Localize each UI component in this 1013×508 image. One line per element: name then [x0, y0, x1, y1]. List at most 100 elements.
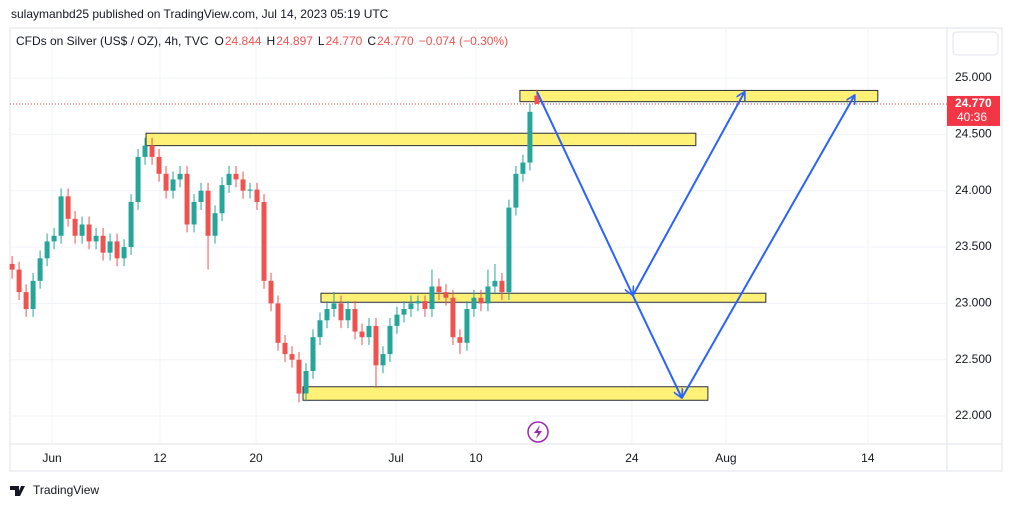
- zone: [519, 89, 879, 103]
- legend: CFDs on Silver (US$ / OZ), 4h, TVC O 24.8…: [16, 34, 508, 48]
- x-tick-label: 20: [249, 451, 263, 465]
- candle-body: [9, 263, 15, 270]
- x-tick-label: 10: [469, 451, 483, 465]
- candle-body: [366, 325, 372, 338]
- arrow-segment: [631, 92, 746, 296]
- candle-body: [422, 301, 428, 310]
- candle-body: [373, 325, 379, 366]
- candle-body: [471, 297, 477, 310]
- y-tick-label: 22.500: [955, 352, 992, 366]
- candle-body: [282, 342, 288, 355]
- arrow-segment: [631, 295, 682, 398]
- ohlc-change: −0.074 (−0.30%): [419, 34, 508, 48]
- brand-logo: [10, 486, 25, 496]
- candle-body: [429, 286, 435, 310]
- candle-body: [16, 269, 22, 293]
- event-icon-bolt: [534, 425, 542, 439]
- candle-body: [121, 247, 127, 259]
- x-tick-label: 24: [625, 451, 639, 465]
- brand-name: TradingView: [33, 483, 99, 497]
- candle-body: [163, 173, 169, 191]
- candle-body: [44, 241, 50, 259]
- candle-body: [415, 301, 421, 304]
- candle-body: [436, 286, 442, 293]
- plot: [9, 28, 947, 444]
- candle-body: [513, 173, 519, 208]
- candle-body: [359, 331, 365, 338]
- candle-body: [72, 218, 78, 236]
- candle-body: [310, 337, 316, 371]
- candle-body: [233, 173, 239, 180]
- y-tick-label: 23.000: [955, 296, 992, 310]
- last-price-label: 24.770: [955, 96, 992, 110]
- ohlc-h: 24.897: [276, 34, 313, 48]
- arrow-segment: [680, 95, 856, 399]
- candle-body: [212, 213, 218, 236]
- candle-body: [289, 354, 295, 360]
- candle-body: [205, 190, 211, 236]
- candle-body: [51, 235, 57, 242]
- candle-body: [338, 303, 344, 321]
- candle-body: [247, 189, 253, 191]
- candle-body: [261, 201, 267, 281]
- candle-body: [380, 354, 386, 366]
- ohlc-c-key: C: [367, 34, 376, 48]
- y-tick-label: 22.000: [955, 408, 992, 422]
- candle-body: [58, 196, 64, 236]
- candle-body: [394, 314, 400, 326]
- chart-frame: [9, 27, 1003, 472]
- candle-body: [275, 303, 281, 343]
- candle-body: [506, 207, 512, 293]
- candle-body: [93, 235, 99, 242]
- candle-body: [324, 309, 330, 321]
- candle-body: [65, 196, 71, 219]
- candle-body: [450, 297, 456, 338]
- candle-body: [254, 189, 260, 202]
- last-price-box: [947, 95, 1000, 126]
- x-tick-label: Aug: [715, 451, 736, 465]
- arrow-segment: [536, 91, 633, 296]
- candle-body: [457, 337, 463, 343]
- candle-body: [184, 173, 190, 225]
- candle-body: [30, 280, 36, 310]
- symbol-title: CFDs on Silver (US$ / OZ), 4h, TVC: [16, 34, 209, 48]
- candle-body: [142, 145, 148, 157]
- ohlc-c: 24.770: [377, 34, 414, 48]
- candle-body: [177, 173, 183, 180]
- candle-body: [135, 156, 141, 202]
- candle-body: [170, 179, 176, 191]
- candle-body: [534, 95, 540, 104]
- candle-body: [219, 185, 225, 214]
- candle-body: [499, 280, 505, 293]
- candle-body: [345, 309, 351, 321]
- candle-body: [37, 258, 43, 281]
- zone: [320, 292, 767, 303]
- candle-body: [198, 190, 204, 202]
- candle-body: [485, 286, 491, 304]
- candle-body: [401, 309, 407, 315]
- candle-body: [114, 241, 120, 259]
- y-tick-label: 24.000: [955, 183, 992, 197]
- ohlc-l-key: L: [318, 34, 325, 48]
- y-tick-label: 25.000: [955, 70, 992, 84]
- x-tick-label: Jun: [42, 451, 61, 465]
- candle-body: [156, 156, 162, 174]
- settings-button[interactable]: [952, 31, 999, 56]
- zone: [302, 386, 709, 401]
- brand: TradingView: [10, 483, 99, 497]
- candle-body: [79, 224, 85, 236]
- candle-body: [408, 303, 414, 310]
- candle-body: [86, 224, 92, 242]
- candle-body: [296, 359, 302, 394]
- candle-body: [492, 280, 498, 287]
- candle-body: [387, 325, 393, 355]
- candle-body: [128, 201, 134, 248]
- candle-body: [478, 297, 484, 304]
- ohlc-o-key: O: [215, 34, 224, 48]
- candle-body: [191, 201, 197, 225]
- candle-body: [100, 235, 106, 253]
- candle-body: [23, 292, 29, 310]
- ohlc-o: 24.844: [225, 34, 262, 48]
- countdown-label: 40:36: [957, 110, 987, 124]
